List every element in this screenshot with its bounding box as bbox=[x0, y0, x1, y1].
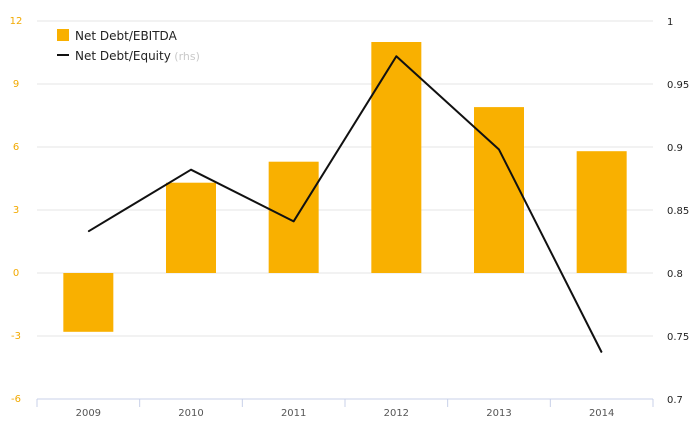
line-point-net-debt-equity bbox=[395, 55, 397, 57]
line-series bbox=[87, 55, 603, 353]
y-right-tick-label: 0.7 bbox=[667, 395, 683, 406]
line-point-net-debt-equity bbox=[601, 351, 603, 353]
bar-net-debt-ebitda bbox=[371, 42, 422, 273]
legend-label-net-debt-equity: Net Debt/Equity (rhs) bbox=[75, 49, 200, 63]
legend-label-suffix: (rhs) bbox=[171, 50, 200, 63]
y-left-tick-label: 12 bbox=[10, 16, 23, 27]
x-tick-label: 2012 bbox=[384, 408, 409, 419]
legend-label-net-debt-ebitda: Net Debt/EBITDA bbox=[75, 29, 178, 43]
y-left-tick-label: 0 bbox=[13, 268, 19, 279]
line-point-net-debt-equity bbox=[87, 230, 89, 232]
y-right-tick-label: 0.85 bbox=[667, 206, 689, 217]
y-left-tick-label: -6 bbox=[11, 394, 21, 405]
bar-series bbox=[63, 42, 627, 332]
x-tick-label: 2013 bbox=[486, 408, 511, 419]
x-tick-label: 2010 bbox=[178, 408, 203, 419]
x-tick-label: 2009 bbox=[76, 408, 101, 419]
y-left-tick-label: 9 bbox=[13, 79, 19, 90]
bar-net-debt-ebitda bbox=[268, 161, 319, 273]
y-right-tick-label: 0.75 bbox=[667, 332, 689, 343]
y-right-tick-label: 0.9 bbox=[667, 143, 683, 154]
gridlines bbox=[37, 20, 653, 400]
y-right-tick-label: 0.95 bbox=[667, 80, 689, 91]
bar-net-debt-ebitda bbox=[63, 273, 114, 332]
bar-net-debt-ebitda bbox=[166, 182, 216, 273]
line-point-net-debt-equity bbox=[190, 169, 192, 171]
bar-net-debt-ebitda bbox=[474, 107, 524, 273]
y-right-tick-label: 1 bbox=[667, 17, 673, 28]
line-net-debt-equity bbox=[87, 55, 603, 353]
legend-label-main: Net Debt/Equity bbox=[75, 49, 171, 63]
y-left-tick-label: -3 bbox=[11, 331, 21, 342]
axes: 12 9 6 3 0 -3 -6 1 0.95 0.9 0.85 0.8 0.75 0.7 2009 2010… bbox=[10, 16, 690, 419]
line-point-net-debt-equity bbox=[293, 220, 295, 222]
legend: Net Debt/EBITDA Net Debt/Equity (rhs) bbox=[57, 29, 200, 63]
x-tick-label: 2014 bbox=[589, 408, 614, 419]
y-left-tick-label: 3 bbox=[13, 205, 19, 216]
legend-swatch-net-debt-ebitda bbox=[57, 29, 69, 41]
y-left-tick-label: 6 bbox=[13, 142, 19, 153]
bar-net-debt-ebitda bbox=[576, 151, 627, 273]
line-point-net-debt-equity bbox=[498, 149, 500, 151]
x-tick-label: 2011 bbox=[281, 408, 306, 419]
y-right-tick-label: 0.8 bbox=[667, 269, 683, 280]
